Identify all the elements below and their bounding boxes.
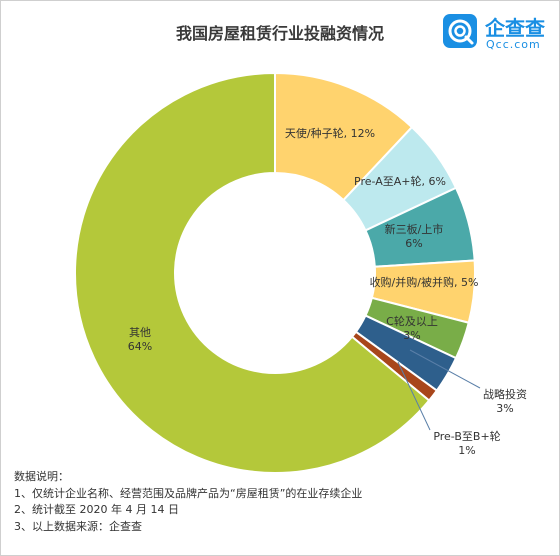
qcc-logo: 企查查 Qcc.com — [443, 12, 553, 54]
slice-label-2: Pre-A至A+轮, 6% — [354, 174, 446, 188]
slice-label-8: 其他 64% — [128, 326, 152, 353]
slice-labels: 天使/种子轮, 12% Pre-A至A+轮, 6% 新三板/上市 6% 收购/并购/被并… — [128, 126, 527, 457]
slice-label-4: 收购/并购/被并购, 5% — [370, 275, 479, 289]
qcc-logo-url: Qcc.com — [486, 38, 541, 51]
notes-heading: 数据说明： — [14, 470, 69, 483]
qcc-logo-name: 企查查 — [485, 16, 545, 40]
slice-label-1: 天使/种子轮, 12% — [285, 126, 375, 140]
leader-lines — [397, 349, 481, 431]
notes-line-2: 2、统计截至 2020 年 4 月 14 日 — [14, 503, 179, 516]
slice-label-3: 新三板/上市 6% — [385, 222, 444, 250]
notes-line-1: 1、仅统计企业名称、经营范围及品牌产品为“房屋租赁”的在业存续企业 — [14, 486, 363, 500]
leader-line-7 — [397, 361, 431, 431]
donut-slices — [74, 71, 476, 474]
chart-title: 我国房屋租赁行业投融资情况 — [175, 24, 384, 43]
slice-label-6: 战略投资 3% — [483, 387, 527, 415]
data-notes: 数据说明： 1、仅统计企业名称、经营范围及品牌产品为“房屋租赁”的在业存续企业 … — [14, 469, 362, 535]
notes-line-3: 3、以上数据来源：企查查 — [14, 519, 142, 533]
slice-label-5: C轮及以上 3% — [386, 314, 438, 342]
donut-slice-8 — [74, 71, 431, 474]
qcc-logo-icon — [443, 14, 477, 48]
leader-line-6 — [409, 349, 481, 389]
slice-label-7: Pre-B至B+轮 1% — [433, 429, 500, 457]
